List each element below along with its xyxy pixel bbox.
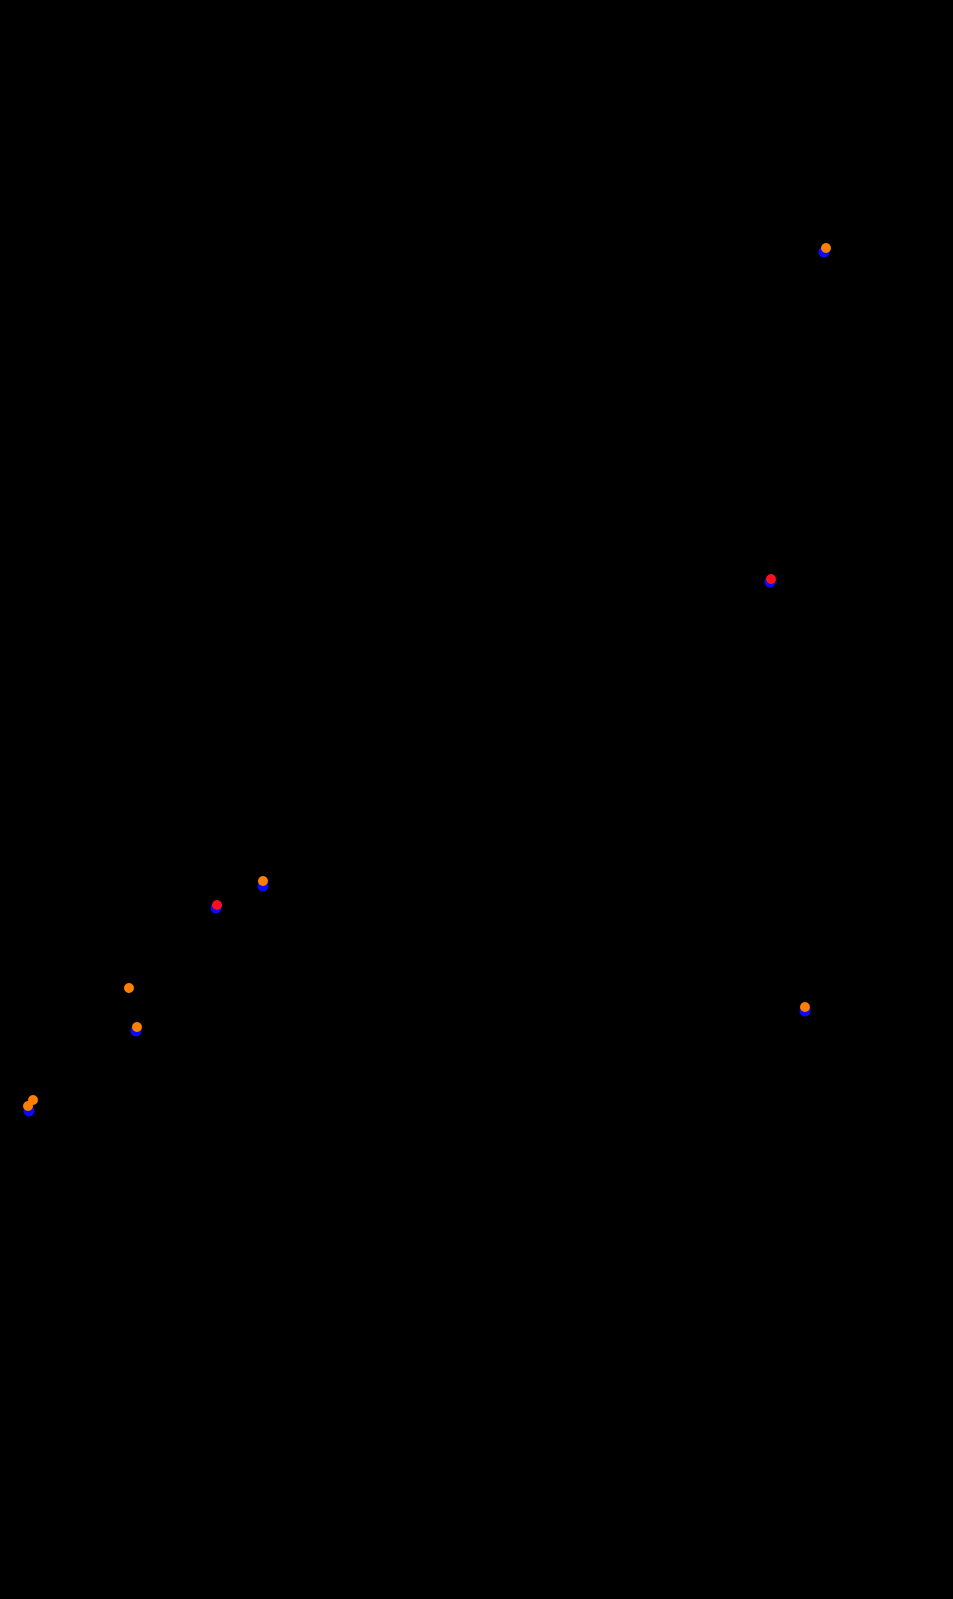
- orange-marker-dot: [124, 983, 134, 993]
- orange-marker-dot: [258, 876, 268, 886]
- orange-marker-dot: [821, 243, 831, 253]
- orange-marker-dot: [23, 1101, 33, 1111]
- red-marker-dot: [212, 900, 222, 910]
- orange-marker-dot: [28, 1095, 38, 1105]
- red-marker-dot: [766, 574, 776, 584]
- orange-marker-dot: [800, 1002, 810, 1012]
- blue-marker-dot: [23, 1105, 35, 1117]
- orange-marker-dot: [132, 1022, 142, 1032]
- blue-marker-dot: [257, 880, 269, 892]
